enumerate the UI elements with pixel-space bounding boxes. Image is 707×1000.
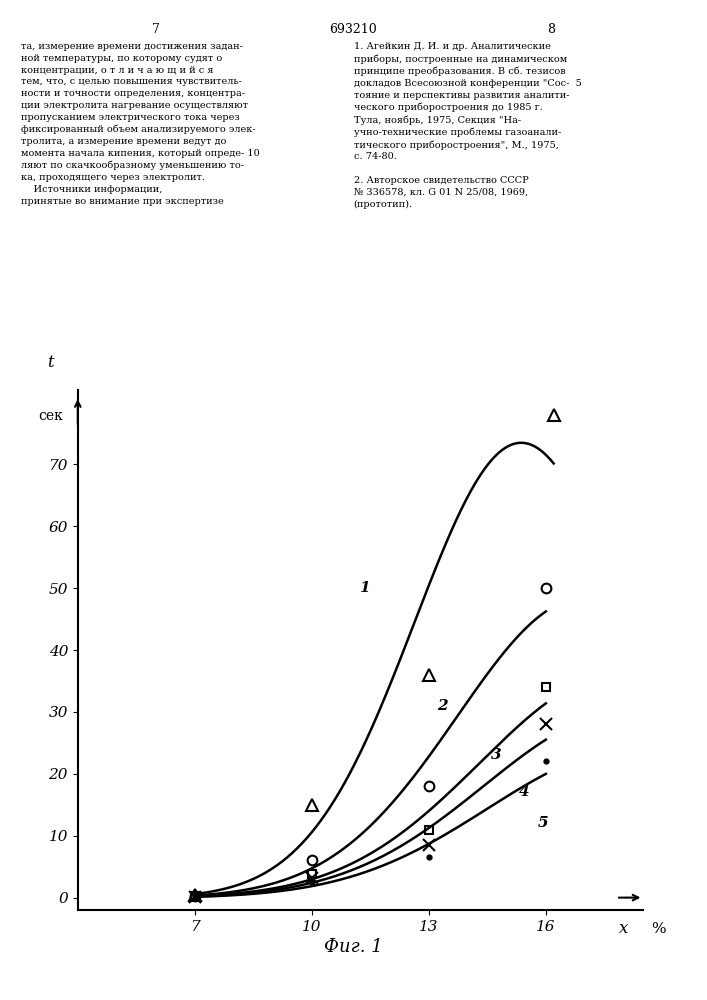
Text: 1: 1 [358,581,369,595]
Text: t: t [47,354,54,371]
Text: 8: 8 [547,23,556,36]
Text: 3: 3 [491,748,502,762]
Text: x: x [619,920,629,937]
Text: %: % [651,922,666,936]
Text: 2: 2 [437,699,448,713]
Text: 4: 4 [518,785,529,799]
Text: сек: сек [38,409,63,423]
Text: 5: 5 [538,816,549,830]
Text: 7: 7 [151,23,160,36]
Text: Фиг. 1: Фиг. 1 [324,938,383,956]
Text: та, измерение времени достижения задан-
ной температуры, по которому судят о
кон: та, измерение времени достижения задан- … [21,42,260,206]
Text: 693210: 693210 [329,23,378,36]
Text: 1. Агейкин Д. И. и др. Аналитические
приборы, построенные на динамическом
принци: 1. Агейкин Д. И. и др. Аналитические при… [354,42,581,209]
